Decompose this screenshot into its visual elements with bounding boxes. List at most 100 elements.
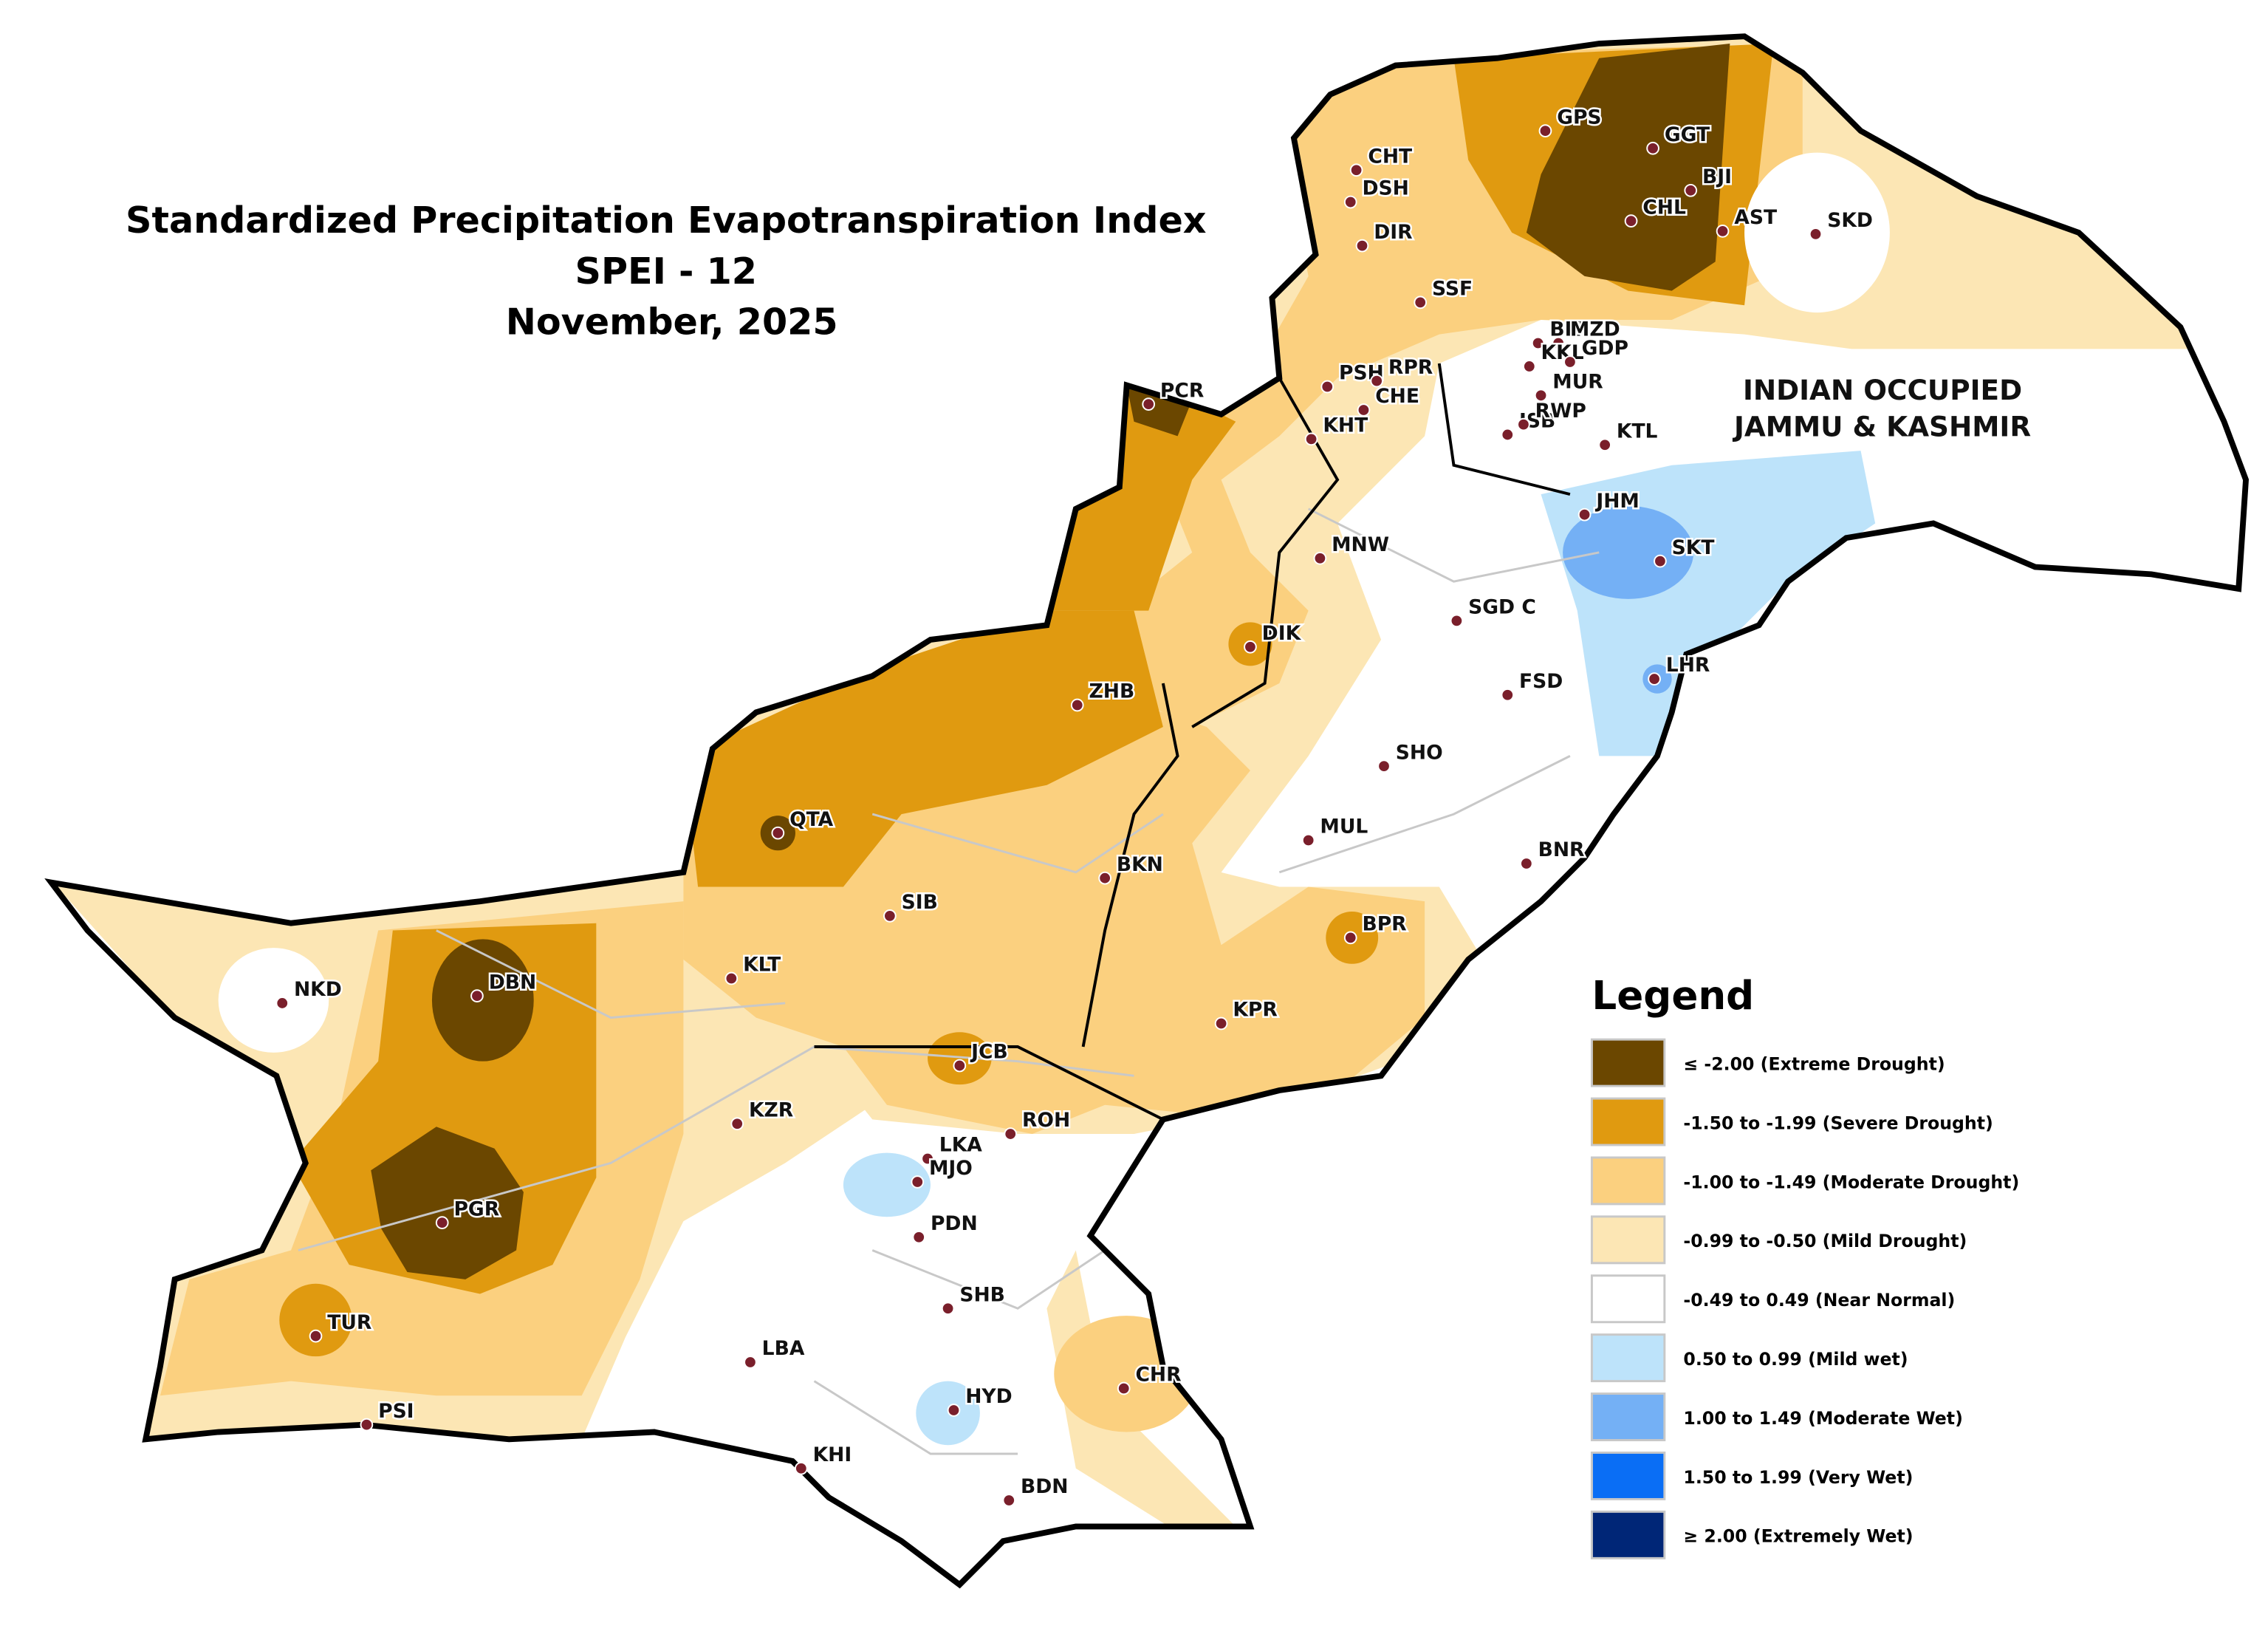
- station-dot: [1684, 183, 1698, 197]
- station-dot: [1070, 698, 1084, 712]
- station-label: BKT: [1549, 318, 1593, 341]
- station-dot: [470, 989, 484, 1002]
- station-dot: [275, 997, 290, 1010]
- station-dot: [1648, 672, 1661, 686]
- station-dot: [1313, 551, 1327, 565]
- station-label: KHI: [813, 1443, 852, 1466]
- legend-swatch: [1590, 1392, 1666, 1442]
- station-dot: [1563, 355, 1577, 369]
- map-date: November, 2025: [506, 301, 838, 344]
- legend-swatch: [1590, 1451, 1666, 1500]
- station-dot: [953, 1059, 967, 1073]
- station-label: ZHB: [1089, 680, 1134, 703]
- station-label: BDN: [1021, 1475, 1069, 1498]
- station-label: BKN: [1117, 853, 1163, 876]
- region-label: INDIAN OCCUPIED: [1743, 374, 2022, 406]
- station-dot: [1343, 195, 1357, 209]
- station-dot: [794, 1461, 808, 1475]
- legend-label: 1.00 to 1.49 (Moderate Wet): [1683, 1408, 1962, 1429]
- station-label: SIB: [902, 891, 938, 914]
- station-label: LHR: [1666, 654, 1710, 677]
- near-normal-area: [1657, 349, 2247, 611]
- station-dot: [921, 1152, 934, 1166]
- station-label: LKA: [939, 1134, 982, 1157]
- station-label: SKT: [1672, 536, 1715, 559]
- station-label: LBA: [762, 1337, 805, 1360]
- station-dot: [1004, 1127, 1018, 1141]
- station-dot: [1377, 759, 1391, 773]
- station-label: ROH: [1022, 1109, 1070, 1132]
- station-label: BNR: [1538, 838, 1585, 861]
- station-label: CHT: [1368, 145, 1412, 168]
- station-dot: [1098, 871, 1111, 885]
- station-label: GGT: [1665, 123, 1710, 146]
- station-dot: [1320, 380, 1335, 394]
- station-dot: [947, 1404, 961, 1417]
- station-label: CHR: [1135, 1364, 1181, 1387]
- stations: GPS GGT BJI CHT DSH CHL AST SKD DIR SSF BKTMZDKKLG…: [275, 104, 1874, 1507]
- station-label: BJI: [1702, 165, 1732, 188]
- province-boundaries: [814, 363, 1571, 1121]
- station-dot: [1531, 336, 1545, 350]
- station-dot: [1355, 239, 1369, 253]
- mild-wet-area: [843, 1152, 931, 1217]
- station-dot: [1244, 640, 1257, 654]
- station-dot: [1624, 214, 1638, 228]
- station-label: GPS: [1557, 106, 1601, 129]
- station-label: SSF: [1432, 278, 1473, 301]
- station-dot: [1501, 688, 1515, 702]
- station-label: CHE: [1375, 385, 1419, 408]
- legend: ≤ -2.00 (Extreme Drought) -1.50 to -1.99 …: [1590, 1038, 2019, 1559]
- extreme-drought-area: [431, 939, 534, 1062]
- station-dot: [1414, 295, 1428, 310]
- station-label: RPR: [1388, 356, 1433, 379]
- legend-swatch: [1590, 1156, 1666, 1206]
- station-dot: [1142, 397, 1156, 411]
- station-label: PDN: [931, 1212, 978, 1235]
- legend-title: Legend: [1592, 973, 1754, 1019]
- map-subtitle: SPEI - 12: [575, 250, 758, 293]
- station-dot: [941, 1302, 955, 1316]
- station-label: CHL: [1642, 196, 1686, 219]
- station-dot: [730, 1117, 744, 1131]
- station-label: JHM: [1594, 490, 1640, 513]
- station-label: KZR: [749, 1098, 793, 1121]
- station-dot: [1534, 389, 1548, 403]
- station-label: JCB: [970, 1041, 1008, 1064]
- severe-drought-area: [279, 1283, 352, 1357]
- station-label: MJO: [929, 1157, 973, 1180]
- station-dot: [912, 1230, 926, 1244]
- station-dot: [1654, 554, 1667, 568]
- near-normal-area: [218, 948, 329, 1053]
- station-dot: [1117, 1381, 1131, 1395]
- legend-label: 0.50 to 0.99 (Mild wet): [1683, 1349, 1908, 1370]
- station-label: KHT: [1323, 414, 1368, 437]
- legend-label: -0.99 to -0.50 (Mild Drought): [1683, 1231, 1967, 1251]
- station-dot: [1304, 432, 1318, 446]
- map-title: Standardized Precipitation Evapotranspir…: [126, 199, 1207, 242]
- station-label: BPR: [1362, 913, 1406, 936]
- station-label: RWP: [1535, 400, 1586, 423]
- station-dot: [1577, 507, 1592, 522]
- station-label: SHO: [1396, 741, 1443, 764]
- station-label: KPR: [1233, 999, 1277, 1022]
- station-label: KLT: [743, 954, 781, 977]
- station-dot: [744, 1356, 757, 1369]
- legend-swatch: [1590, 1215, 1666, 1265]
- legend-label: 1.50 to 1.99 (Very Wet): [1683, 1467, 1913, 1488]
- station-dot: [309, 1329, 323, 1343]
- legend-label: -0.49 to 0.49 (Near Normal): [1683, 1290, 1955, 1310]
- moderate-wet-area: [1563, 505, 1694, 599]
- station-label: QTA: [789, 808, 834, 831]
- station-label: KTL: [1617, 420, 1658, 442]
- station-dot: [435, 1216, 449, 1229]
- legend-label: ≤ -2.00 (Extreme Drought): [1683, 1053, 1945, 1074]
- station-dot: [1349, 163, 1363, 177]
- legend-label: -1.00 to -1.49 (Moderate Drought): [1683, 1172, 2019, 1192]
- legend-swatch: [1590, 1333, 1666, 1383]
- legend-label: -1.50 to -1.99 (Severe Drought): [1683, 1113, 1993, 1133]
- legend-label: ≥ 2.00 (Extremely Wet): [1683, 1526, 1913, 1547]
- station-dot: [1301, 833, 1315, 847]
